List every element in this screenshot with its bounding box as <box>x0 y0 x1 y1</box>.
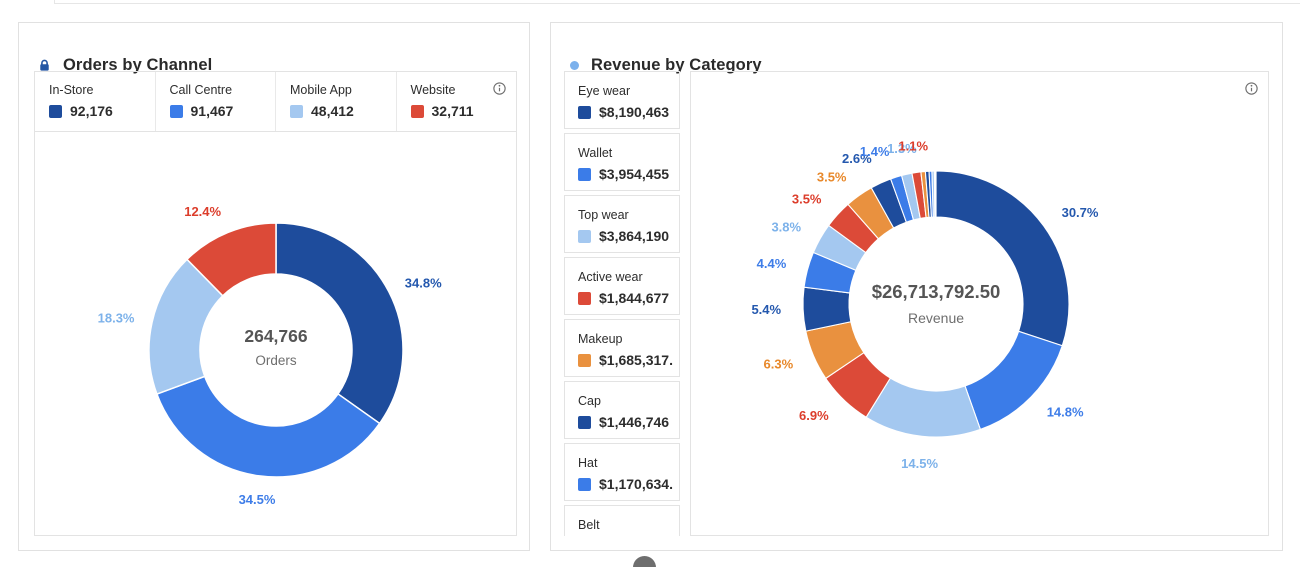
legend-label: Cap <box>578 394 601 408</box>
donut-slice[interactable] <box>934 170 937 218</box>
orders-donut-chart: 34.8% 34.5% 18.3% 12.4% 264,766 Orders <box>98 204 442 507</box>
legend: Eye wear $8,190,463 Wallet $3,954,455 Top we… <box>564 71 680 536</box>
info-icon[interactable] <box>1244 81 1259 101</box>
legend-label: Top wear <box>578 208 629 222</box>
panel-header: Orders by Channel <box>38 56 212 75</box>
donut-center-value: 264,766 <box>244 326 308 346</box>
legend-label: Wallet <box>578 146 613 160</box>
slice-percent-label: 34.8% <box>405 275 442 290</box>
legend-swatch <box>578 291 591 305</box>
slice-percent-label: 34.5% <box>239 492 276 507</box>
legend-value: $3,954,455 <box>599 166 670 182</box>
panel-revenue-by-category: Revenue by Category Eye wear $8,190,463 Wa… <box>550 22 1283 551</box>
top-divider <box>54 3 1300 4</box>
top-divider-corner <box>54 0 55 4</box>
slice-percent-label: 30.7% <box>1062 205 1099 220</box>
slice-percent-label: 3.8% <box>771 220 801 235</box>
legend-swatch <box>410 104 424 118</box>
legend-item-top-wear[interactable]: Top wear $3,864,190 <box>564 195 680 253</box>
chart-container: In-Store 92,176 Call Centre 91,467 Mobile Ap… <box>34 71 517 536</box>
slice-percent-label: 6.9% <box>799 408 829 423</box>
legend-label: Website <box>410 83 456 97</box>
slice-percent-label: 14.5% <box>901 456 938 471</box>
donut-slice-call-centre[interactable] <box>155 375 381 478</box>
legend-value: 91,467 <box>190 103 234 119</box>
legend-swatch <box>49 104 62 118</box>
revenue-donut-chart: 30.7% 14.8% 14.5% 6.9% 6.3% 5.4% 4.4% 3.8% 3.5% 3… <box>751 139 1099 471</box>
panel-orders-by-channel: Orders by Channel In-Store 92,176 Call Cen… <box>18 22 530 551</box>
slice-percent-label: 18.3% <box>98 310 135 325</box>
legend-item-mobile-app[interactable]: Mobile App 48,412 <box>276 72 397 131</box>
donut-center-label: Orders <box>255 353 297 368</box>
slice-percent-label: 3.5% <box>817 170 847 185</box>
legend-label: Hat <box>578 456 598 470</box>
panel-header: Revenue by Category <box>570 56 762 75</box>
legend-swatch <box>578 167 591 181</box>
legend-swatch <box>578 229 591 243</box>
help-button[interactable] <box>633 556 656 567</box>
donut-slice-in-store[interactable] <box>275 222 404 425</box>
legend-swatch <box>578 477 591 491</box>
slice-percent-label: 5.4% <box>751 302 781 317</box>
legend-swatch <box>578 105 591 119</box>
legend-value: $3,864,190 <box>599 228 670 244</box>
legend-label: Eye wear <box>578 84 631 98</box>
slice-percent-label: 1.3% <box>887 141 917 156</box>
donut-center-value: $26,713,792.50 <box>872 281 1001 302</box>
legend-item-active-wear[interactable]: Active wear $1,844,677 <box>564 257 680 315</box>
legend-value: $1,685,317. <box>599 352 673 368</box>
legend-value: $8,190,463 <box>599 104 670 120</box>
slice-percent-label: 12.4% <box>184 204 221 219</box>
legend-swatch <box>578 353 591 367</box>
legend-value: $1,170,634. <box>599 476 673 492</box>
legend-swatch <box>290 104 303 118</box>
legend-swatch <box>578 415 591 429</box>
slice-percent-label: 6.3% <box>764 356 794 371</box>
legend-item-cap[interactable]: Cap $1,446,746 <box>564 381 680 439</box>
legend-item-in-store[interactable]: In-Store 92,176 <box>35 72 156 131</box>
legend: In-Store 92,176 Call Centre 91,467 Mobile Ap… <box>35 72 516 132</box>
slice-percent-label: 2.6% <box>842 151 872 166</box>
slice-percent-label: 3.5% <box>792 192 822 207</box>
lock-icon <box>38 59 51 72</box>
slice-percent-label: 1.1% <box>898 139 928 154</box>
legend-item-belt[interactable]: Belt <box>564 505 680 536</box>
legend-item-website[interactable]: Website 32,711 <box>397 72 517 131</box>
legend-value: $1,446,746 <box>599 414 670 430</box>
slice-percent-label: 14.8% <box>1047 405 1084 420</box>
legend-label: Belt <box>578 518 600 532</box>
chart-container: 30.7% 14.8% 14.5% 6.9% 6.3% 5.4% 4.4% 3.8% 3.5% 3… <box>690 71 1269 536</box>
legend-item-hat[interactable]: Hat $1,170,634. <box>564 443 680 501</box>
legend-value: 32,711 <box>431 103 474 119</box>
legend-item-call-centre[interactable]: Call Centre 91,467 <box>156 72 276 131</box>
legend-item-makeup[interactable]: Makeup $1,685,317. <box>564 319 680 377</box>
donut-slice-eye-wear[interactable] <box>935 170 1070 347</box>
legend-label: In-Store <box>49 83 94 97</box>
legend-value: 92,176 <box>70 103 113 119</box>
panel-title: Orders by Channel <box>63 56 213 74</box>
legend-value: 48,412 <box>311 103 354 119</box>
bullet-dot-icon <box>570 61 579 70</box>
legend-label: Mobile App <box>290 83 352 97</box>
info-icon[interactable] <box>492 81 507 101</box>
legend-label: Makeup <box>578 332 623 346</box>
legend-label: Call Centre <box>169 83 233 97</box>
panel-title: Revenue by Category <box>591 56 762 74</box>
donut-slice-website[interactable] <box>185 222 277 297</box>
slice-percent-label: 1.4% <box>860 144 890 159</box>
slice-percent-label: 4.4% <box>757 256 787 271</box>
legend-swatch <box>169 104 183 118</box>
legend-item-eye-wear[interactable]: Eye wear $8,190,463 <box>564 71 680 129</box>
legend-label: Active wear <box>578 270 643 284</box>
donut-center-label: Revenue <box>908 310 964 326</box>
legend-item-wallet[interactable]: Wallet $3,954,455 <box>564 133 680 191</box>
legend-value: $1,844,677 <box>599 290 670 306</box>
